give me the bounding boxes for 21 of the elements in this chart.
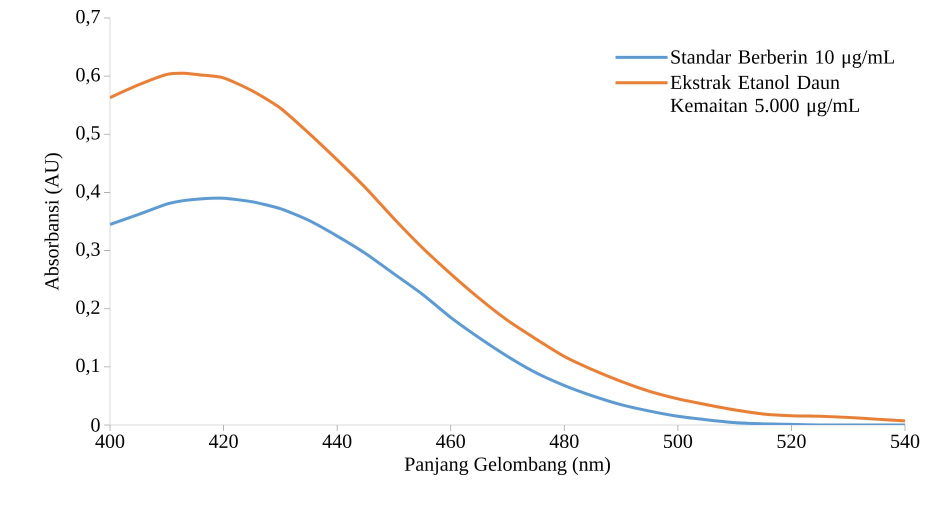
y-tick-label: 0,2 <box>76 300 100 317</box>
y-tick-label: 0,1 <box>76 358 100 376</box>
x-axis-title: Panjang Gelombang (nm) <box>404 456 610 476</box>
y-tick-label: 0 <box>91 418 100 432</box>
x-tick-label: 500 <box>664 434 692 448</box>
y-tick-label: 0,6 <box>76 68 100 84</box>
legend-label: Ekstrak Etanol Daun Kemaitan 5.000 μg/mL <box>670 75 859 116</box>
x-tick-label: 520 <box>778 434 806 448</box>
x-tick-label: 440 <box>322 434 352 448</box>
x-tick-label: 480 <box>550 434 579 448</box>
y-tick-label: 0,7 <box>76 10 100 26</box>
y-tick-label: 0,3 <box>76 242 100 259</box>
x-tick-label: 540 <box>891 434 920 448</box>
x-tick-label: 460 <box>436 434 465 448</box>
line-series <box>110 72 906 422</box>
y-tick-label: 0,4 <box>76 184 100 201</box>
y-axis-title: Absorbansi (AU) <box>44 153 63 290</box>
y-tick-label: 0,5 <box>76 126 100 142</box>
legend-label: Standar Berberin 10 μg/mL <box>671 50 894 68</box>
x-tick-label: 400 <box>95 434 124 448</box>
x-tick-label: 420 <box>208 434 238 448</box>
